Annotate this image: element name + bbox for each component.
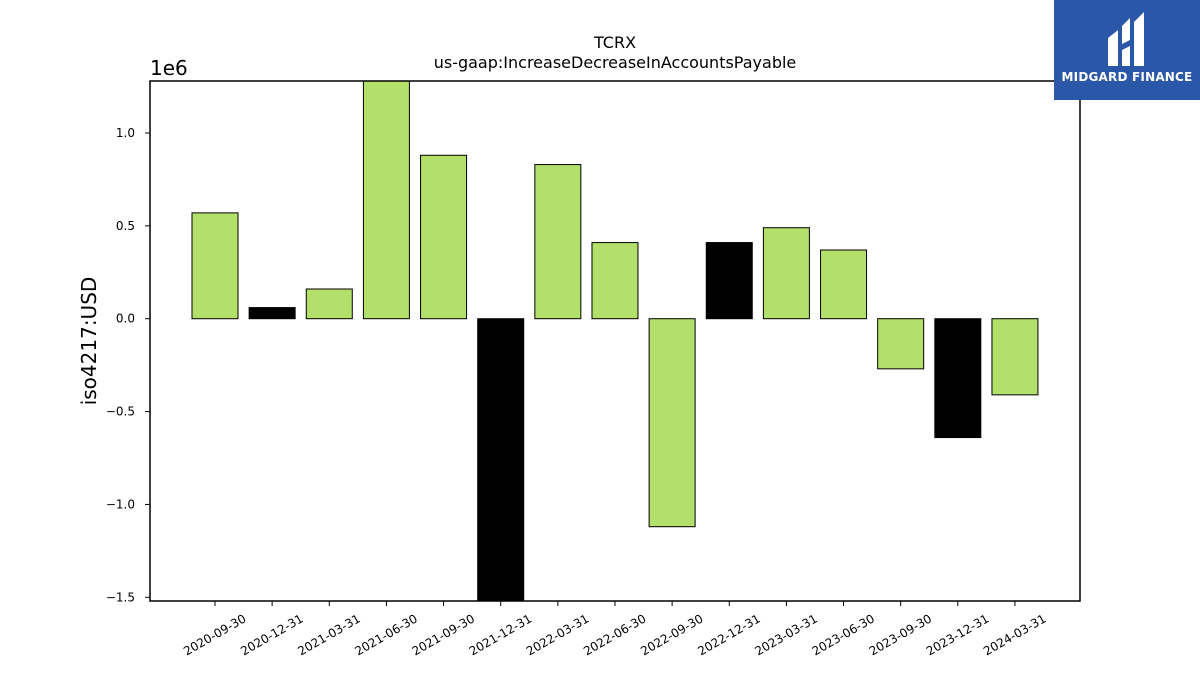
x-tick-label: 2020-09-30 [181, 611, 248, 658]
y-offset-label: 1e6 [150, 56, 188, 80]
y-tick-label: 1.0 [116, 126, 135, 140]
bar-2021-09-30 [420, 154, 468, 320]
bar-2022-09-30 [648, 318, 696, 528]
x-tick-label: 2023-12-31 [924, 611, 991, 658]
y-axis-label: iso4217:USD [77, 277, 101, 406]
x-tick-label: 2021-06-30 [353, 611, 420, 658]
bar-2023-03-31 [762, 227, 810, 320]
midgard-logo-icon [1108, 12, 1144, 66]
y-tick-label: −0.5 [106, 405, 135, 419]
bar-2023-09-30 [877, 318, 925, 370]
bar-2022-06-30 [591, 242, 639, 320]
x-tick-label: 2024-03-31 [981, 611, 1048, 658]
x-tick-label: 2022-09-30 [638, 611, 705, 658]
bar-2021-06-30 [362, 80, 410, 320]
x-tick-label: 2021-12-31 [467, 611, 534, 658]
bar-2024-03-31 [991, 318, 1039, 396]
bar-2022-12-31 [705, 242, 753, 320]
x-tick-label: 2022-03-31 [524, 611, 591, 658]
bar-2022-03-31 [534, 164, 582, 320]
chart-title: TCRX [593, 33, 636, 52]
x-tick-label: 2022-12-31 [695, 611, 762, 658]
bar-2023-12-31 [934, 318, 982, 439]
y-tick-label: −1.0 [106, 497, 135, 511]
y-tick-label: 0.0 [116, 312, 135, 326]
bar-2021-12-31 [477, 318, 525, 602]
bar-2023-06-30 [820, 249, 868, 320]
x-tick-label: 2020-12-31 [238, 611, 305, 658]
y-tick-label: 0.5 [116, 219, 135, 233]
plot-area: −1.5 −1.0 −0.5 0.0 0.5 1.0 2020-09-302020-12-3… [106, 80, 1081, 658]
logo-text: MIDGARD FINANCE [1061, 70, 1193, 84]
x-tick-label: 2022-06-30 [581, 611, 648, 658]
bar-2020-12-31 [248, 307, 296, 320]
chart-subtitle: us-gaap:IncreaseDecreaseInAccountsPayabl… [434, 53, 797, 72]
x-tick-label: 2023-06-30 [810, 611, 877, 658]
brand-logo: MIDGARD FINANCE [1054, 0, 1200, 100]
x-tick-label: 2021-03-31 [295, 611, 362, 658]
x-tick-label: 2023-09-30 [867, 611, 934, 658]
bar-2021-03-31 [305, 288, 353, 320]
x-tick-label: 2023-03-31 [752, 611, 819, 658]
bar-2020-09-30 [191, 212, 239, 320]
x-tick-label: 2021-09-30 [410, 611, 477, 658]
y-tick-label: −1.5 [106, 590, 135, 604]
